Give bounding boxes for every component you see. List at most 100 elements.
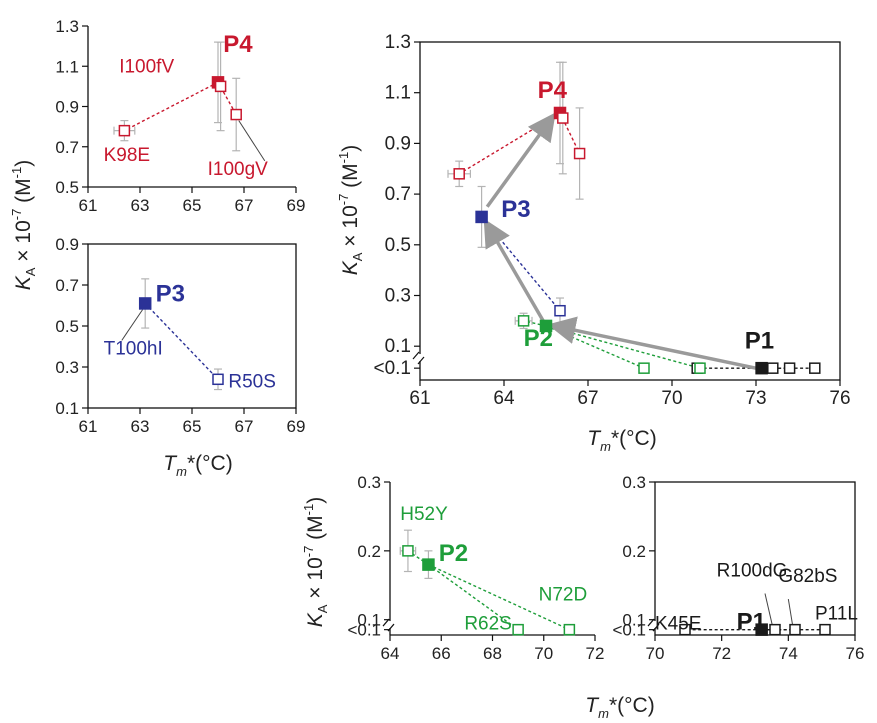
mutant-point [212,373,224,386]
mutant-point [783,362,796,374]
mutant-point [512,623,524,636]
x-tick-label: 76 [829,388,850,409]
x-tick-label: 63 [131,196,150,215]
y-tick-label: 0.3 [357,473,381,492]
point-label: R62S [464,614,512,635]
point-label: P3 [501,196,530,223]
x-tick-label: 76 [846,644,865,663]
y-tick-label: 0.5 [55,317,79,336]
x-tick-label: 70 [534,644,553,663]
mutant-point [694,362,706,374]
leader-line [764,593,774,630]
x-tick-label: 74 [779,644,798,663]
y-tick-label: <0.1 [373,358,411,379]
y-tick-label: 0.3 [55,358,79,377]
y-tick-label: 0.7 [55,276,79,295]
point-label: P11L [815,604,858,625]
point-label: P1 [737,609,766,636]
parent-point-P1 [755,623,768,636]
y-tick-label: 0.1 [55,399,79,418]
y-tick-label: 1.3 [55,17,79,36]
connector-line [545,325,701,369]
x-tick-label: 65 [183,196,202,215]
evolution-arrow [483,218,545,322]
x-tick-label: 67 [577,388,598,409]
x-tick-label: 69 [287,196,306,215]
mutant-point [809,362,821,374]
y-tick-label: 0.5 [385,235,411,256]
mutant-point [679,623,691,636]
point-label: P2 [524,325,553,352]
mutant-point [554,304,566,317]
x-tick-label: 67 [235,196,254,215]
x-tick-label: 72 [586,644,605,663]
connector-line [428,563,570,631]
point-label: P4 [538,77,568,104]
point-label: P1 [745,328,774,355]
mutant-point [230,108,242,121]
y-tick-label: 0.9 [55,235,79,254]
point-label: P3 [156,280,185,307]
connector-line [428,564,519,631]
y-tick-label: 0.1 [357,611,381,630]
y-tick-label: 0.2 [622,542,646,561]
y-tick-label: 0.7 [55,138,79,157]
y-tick-label: 0.5 [55,178,79,197]
P3-inset-panel: 61 63 65 67 69 0.1 0.3 0.5 0.7 0.9 P3 T100hI R50S [55,235,305,436]
parent-point-P1 [755,361,768,375]
leader-line [121,309,144,341]
x-tick-label: 66 [432,644,451,663]
point-label: P2 [439,540,468,567]
point-label: I100gV [208,159,269,180]
mutant-point [517,315,530,327]
x-tick-label: 63 [131,417,150,436]
mutant-point [453,168,465,180]
x-tick-label: 72 [712,644,731,663]
x-axis-title-bottom: Tm*(°C) [585,694,654,721]
y-tick-label: 1.1 [55,57,79,76]
y-axis-title-bottom: KA × 10-7 (M-1) [301,497,330,627]
y-tick-label: 1.1 [385,83,411,104]
P4-inset-panel: 61 63 65 67 69 0.5 0.7 0.9 1.1 1.3 P4 I100fV K98E I10… [55,17,305,215]
y-tick-label: 0.2 [357,542,381,561]
connector-line [458,112,561,175]
mutant-point [402,545,414,557]
evolution-arrow [547,316,757,370]
mutant-point [769,623,781,636]
x-tick-label: 69 [287,417,306,436]
point-label: H52Y [400,504,448,525]
y-tick-label: 0.9 [385,133,411,154]
P1-inset-frame [654,481,856,636]
y-tick-label: 0.9 [55,98,79,117]
evolution-arrow [485,112,556,208]
point-label: K45E [655,614,701,635]
mutant-point [118,124,131,137]
mutant-point [767,362,779,374]
point-label: N72D [539,584,588,605]
point-label: P4 [223,31,253,58]
y-axis-title-main: KA × 10-7 (M-1) [336,145,365,275]
y-tick-label: <0.1 [612,621,646,640]
axis-break [384,621,396,629]
mutant-point [563,623,576,636]
mutant-point [789,623,801,636]
axis-break-mark [412,351,425,365]
y-tick-label: 0.1 [622,611,646,630]
connector-line [407,550,429,566]
mutant-point [573,147,586,160]
connector-line [481,216,561,312]
parent-point-P2 [539,319,553,333]
mutant-point [638,362,650,374]
x-axis-title-main: Tm*(°C) [587,427,656,454]
axis-break [649,621,661,629]
connector-line [124,81,219,132]
x-tick-label: 70 [661,388,682,409]
x-tick-label: 61 [79,196,98,215]
connector-line [144,302,219,380]
point-label: T100hI [104,339,163,360]
main-frame [419,41,841,381]
x-tick-label: 61 [79,417,98,436]
y-tick-label: 1.3 [385,32,411,53]
